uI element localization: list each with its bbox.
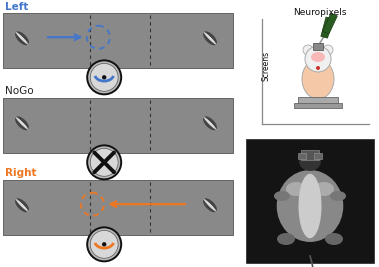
Ellipse shape [286, 182, 306, 196]
Circle shape [90, 63, 118, 91]
Circle shape [87, 145, 121, 179]
Ellipse shape [311, 52, 325, 62]
Bar [298, 97, 338, 104]
Circle shape [102, 75, 106, 80]
Ellipse shape [277, 170, 343, 242]
Circle shape [323, 45, 333, 55]
Ellipse shape [277, 233, 295, 245]
Ellipse shape [299, 174, 321, 238]
Text: Screens: Screens [262, 50, 271, 81]
Ellipse shape [16, 32, 26, 42]
Bar [246, 139, 374, 263]
Bar [321, 17, 333, 38]
Text: Left: Left [5, 2, 28, 11]
Text: NoGo: NoGo [5, 87, 34, 96]
Bar [3, 13, 233, 68]
Ellipse shape [15, 198, 29, 212]
Bar [3, 180, 233, 235]
Text: Right: Right [5, 168, 36, 179]
Ellipse shape [15, 116, 29, 130]
Bar [313, 43, 323, 50]
Circle shape [87, 227, 121, 261]
Ellipse shape [16, 117, 26, 127]
Circle shape [316, 66, 320, 70]
Text: Neuropixels: Neuropixels [293, 8, 347, 17]
Ellipse shape [203, 116, 217, 130]
Ellipse shape [206, 202, 216, 212]
Ellipse shape [18, 202, 28, 212]
Circle shape [87, 60, 121, 94]
Ellipse shape [203, 31, 217, 45]
Ellipse shape [15, 31, 29, 45]
Ellipse shape [204, 32, 214, 42]
Bar [3, 98, 233, 153]
Circle shape [90, 148, 118, 176]
Ellipse shape [302, 59, 334, 99]
Circle shape [305, 46, 331, 72]
Bar [294, 103, 342, 108]
Bar [298, 153, 306, 159]
Circle shape [102, 242, 106, 246]
Circle shape [303, 45, 313, 55]
Ellipse shape [314, 182, 334, 196]
Ellipse shape [18, 34, 28, 45]
Ellipse shape [325, 233, 343, 245]
Ellipse shape [330, 191, 346, 201]
Ellipse shape [16, 199, 26, 209]
Ellipse shape [17, 200, 27, 210]
Bar [260, 19, 370, 126]
Ellipse shape [205, 33, 215, 44]
Ellipse shape [17, 33, 27, 44]
Bar [314, 153, 322, 159]
Circle shape [102, 160, 106, 164]
Ellipse shape [205, 118, 215, 128]
Circle shape [90, 230, 118, 258]
Ellipse shape [206, 120, 216, 130]
Ellipse shape [18, 120, 28, 130]
Ellipse shape [274, 191, 290, 201]
Ellipse shape [299, 151, 321, 171]
Ellipse shape [204, 199, 214, 209]
Ellipse shape [17, 118, 27, 128]
Bar [301, 150, 319, 160]
Ellipse shape [203, 198, 217, 212]
Ellipse shape [206, 34, 216, 45]
Ellipse shape [204, 117, 214, 127]
Bar [323, 13, 337, 34]
Ellipse shape [205, 200, 215, 210]
